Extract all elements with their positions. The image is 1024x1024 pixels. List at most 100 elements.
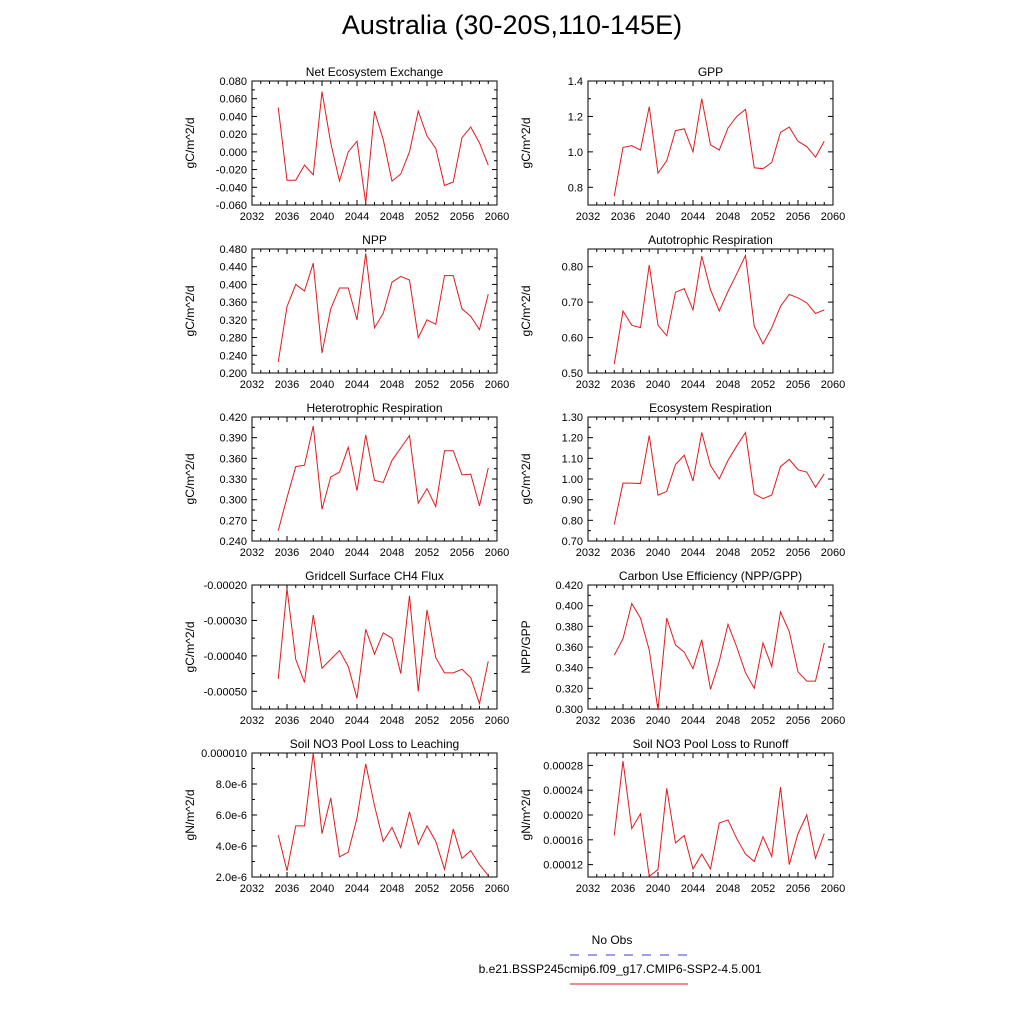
y-axis-label: gC/m^2/d <box>183 286 197 337</box>
y-tick-label: 0.320 <box>219 315 247 327</box>
y-tick-label: 0.360 <box>219 297 247 309</box>
x-tick-label: 2060 <box>485 715 509 727</box>
y-tick-label: 0.300 <box>219 495 247 507</box>
x-tick-label: 2060 <box>821 883 845 895</box>
x-tick-label: 2052 <box>415 715 439 727</box>
x-tick-label: 2036 <box>275 715 299 727</box>
x-tick-label: 2056 <box>450 883 474 895</box>
x-tick-label: 2048 <box>716 547 740 559</box>
x-tick-label: 2056 <box>450 547 474 559</box>
y-tick-label: 0.00012 <box>543 860 583 872</box>
x-tick-label: 2036 <box>611 547 635 559</box>
y-tick-label: 0.270 <box>219 515 247 527</box>
y-tick-label: 4.0e-6 <box>216 841 247 853</box>
y-tick-label: 0.300 <box>555 704 583 716</box>
x-tick-label: 2040 <box>646 715 670 727</box>
page-title: Australia (30-20S,110-145E) <box>341 10 683 40</box>
y-tick-label: 0.330 <box>219 474 247 486</box>
x-tick-label: 2048 <box>716 883 740 895</box>
y-tick-label: 0.70 <box>562 536 583 548</box>
y-tick-label: 0.360 <box>219 453 247 465</box>
y-tick-label: 0.380 <box>555 621 583 633</box>
x-tick-label: 2056 <box>450 211 474 223</box>
y-tick-label: 0.360 <box>555 642 583 654</box>
y-tick-label: 0.200 <box>219 368 247 380</box>
series-line <box>277 588 489 706</box>
y-tick-label: 0.420 <box>219 412 247 424</box>
chart-panel: Soil NO3 Pool Loss to Runoff gN/m^2/d 2032… <box>519 737 845 895</box>
plot-frame <box>587 584 834 710</box>
x-tick-label: 2048 <box>716 715 740 727</box>
x-tick-label: 2044 <box>681 379 705 391</box>
x-tick-label: 2048 <box>380 379 404 391</box>
x-tick-label: 2040 <box>646 547 670 559</box>
series-line <box>613 760 825 878</box>
x-tick-label: 2060 <box>485 211 509 223</box>
x-tick-label: 2036 <box>275 883 299 895</box>
y-tick-label: 0.50 <box>562 368 583 380</box>
x-tick-label: 2056 <box>786 379 810 391</box>
x-tick-label: 2056 <box>450 715 474 727</box>
y-tick-label: 0.240 <box>219 536 247 548</box>
y-tick-label: 0.60 <box>562 333 583 345</box>
y-tick-label: 0.080 <box>219 76 247 88</box>
x-tick-label: 2040 <box>310 715 334 727</box>
x-tick-label: 2036 <box>275 547 299 559</box>
plot-frame <box>251 752 498 878</box>
y-axis-label: gN/m^2/d <box>183 790 197 841</box>
y-tick-label: -0.00030 <box>204 615 247 627</box>
y-tick-label: 0.400 <box>219 279 247 291</box>
chart-panel: Carbon Use Efficiency (NPP/GPP) NPP/GPP 20… <box>519 569 845 727</box>
x-tick-label: 2052 <box>751 211 775 223</box>
x-tick-label: 2052 <box>415 883 439 895</box>
chart-title: Carbon Use Efficiency (NPP/GPP) <box>619 569 802 583</box>
x-tick-label: 2032 <box>240 547 264 559</box>
x-tick-label: 2060 <box>821 547 845 559</box>
chart-panel: Ecosystem Respiration gC/m^2/d 2032 2036 204… <box>519 401 845 559</box>
x-tick-label: 2036 <box>275 211 299 223</box>
x-tick-label: 2052 <box>751 379 775 391</box>
chart-panel: GPP gC/m^2/d 2032 2036 2040 2044 2048 2052 2056 2… <box>519 65 845 223</box>
x-tick-label: 2052 <box>415 211 439 223</box>
x-tick-label: 2048 <box>380 715 404 727</box>
series-line <box>613 602 825 711</box>
x-tick-label: 2052 <box>751 547 775 559</box>
x-tick-label: 2052 <box>751 883 775 895</box>
y-tick-label: 1.20 <box>562 433 583 445</box>
y-tick-label: 0.00028 <box>543 760 583 772</box>
x-tick-label: 2040 <box>310 883 334 895</box>
y-tick-label: 0.020 <box>219 129 247 141</box>
y-axis-label: NPP/GPP <box>519 620 533 673</box>
x-tick-label: 2060 <box>485 883 509 895</box>
x-tick-label: 2056 <box>450 379 474 391</box>
y-tick-label: 6.0e-6 <box>216 810 247 822</box>
x-tick-label: 2044 <box>681 211 705 223</box>
x-tick-label: 2060 <box>485 547 509 559</box>
series-line <box>613 431 825 525</box>
x-tick-label: 2048 <box>380 883 404 895</box>
x-tick-label: 2044 <box>345 379 369 391</box>
x-tick-label: 2036 <box>611 211 635 223</box>
y-tick-label: -0.00020 <box>204 580 247 592</box>
y-tick-label: 0.70 <box>562 297 583 309</box>
x-tick-label: 2044 <box>345 883 369 895</box>
y-tick-label: 0.400 <box>555 601 583 613</box>
x-tick-label: 2032 <box>576 547 600 559</box>
series-line <box>613 98 825 197</box>
plot-frame <box>251 80 498 206</box>
chart-panel: Soil NO3 Pool Loss to Leaching gN/m^2/d 20… <box>183 737 509 895</box>
chart-title: GPP <box>698 65 723 79</box>
y-axis-label: gC/m^2/d <box>183 118 197 169</box>
x-tick-label: 2048 <box>716 379 740 391</box>
x-tick-label: 2048 <box>716 211 740 223</box>
x-tick-label: 2040 <box>646 211 670 223</box>
y-tick-label: -0.00050 <box>204 686 247 698</box>
y-tick-label: -0.060 <box>216 200 247 212</box>
x-tick-label: 2032 <box>576 715 600 727</box>
x-tick-label: 2032 <box>576 211 600 223</box>
x-tick-label: 2056 <box>786 715 810 727</box>
x-tick-label: 2044 <box>345 547 369 559</box>
y-tick-label: -0.020 <box>216 165 247 177</box>
x-tick-label: 2056 <box>786 883 810 895</box>
y-tick-label: 0.80 <box>562 262 583 274</box>
